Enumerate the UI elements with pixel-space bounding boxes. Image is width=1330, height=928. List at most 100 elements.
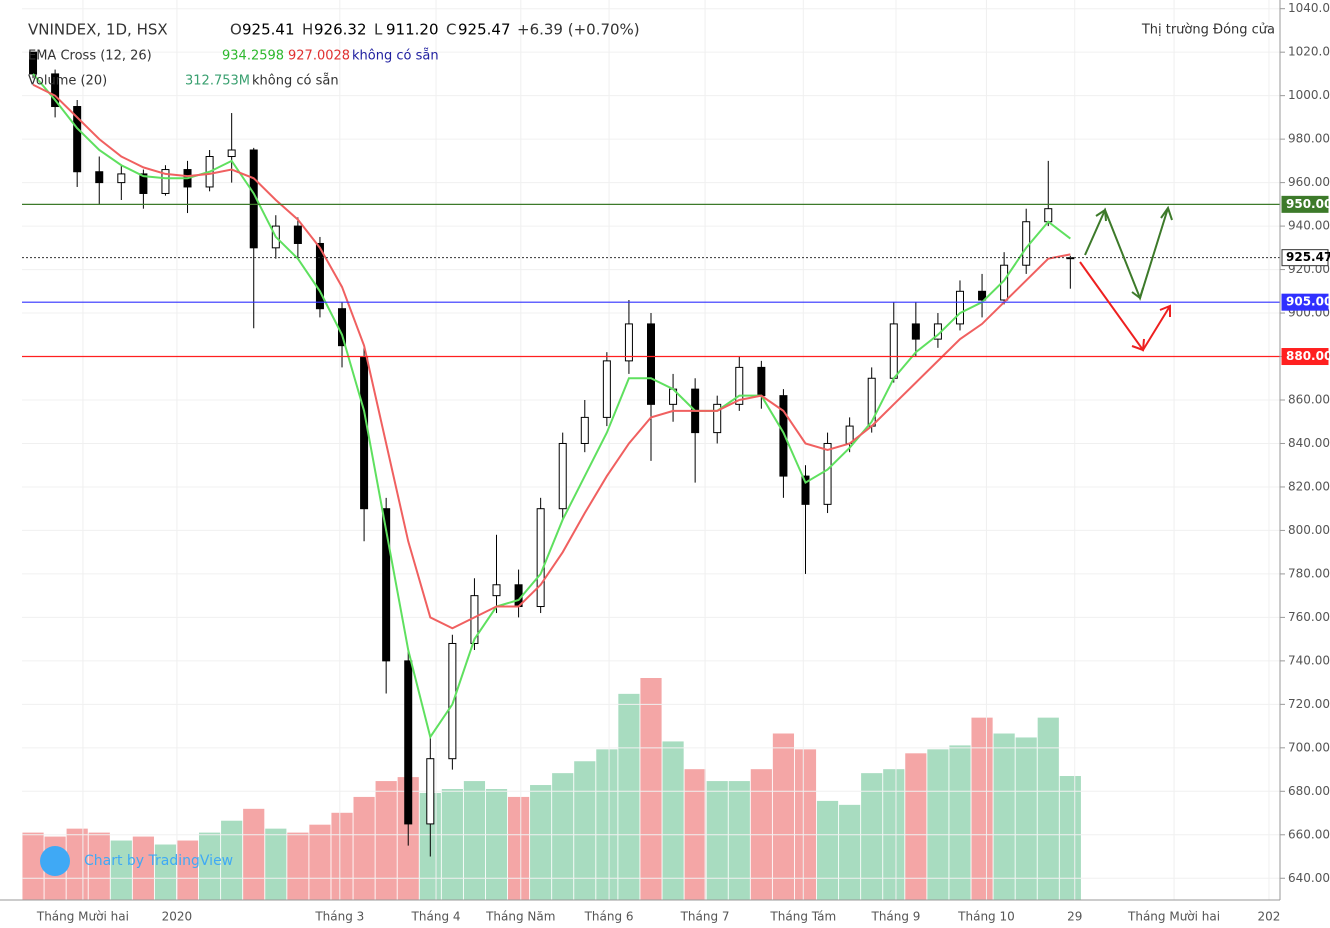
y-tick-label: 940.00 — [1288, 219, 1330, 233]
ema-legend-name[interactable]: EMA Cross (12, 26) — [28, 49, 152, 64]
volume-bar — [596, 749, 618, 900]
ema-fast: 934.2598 — [222, 49, 284, 64]
y-tick-label: 700.00 — [1288, 740, 1330, 754]
x-tick-label: Tháng Mười hai — [36, 910, 129, 924]
arrow-head — [1131, 287, 1144, 300]
candle-body — [889, 323, 898, 379]
y-tick-label: 680.00 — [1288, 784, 1330, 798]
level-badge — [1281, 195, 1329, 213]
volume-bar — [309, 824, 331, 900]
y-tick-label: 1040.00 — [1288, 1, 1330, 15]
x-tick-label: Tháng 9 — [870, 910, 920, 924]
y-tick-label: 780.00 — [1288, 566, 1330, 580]
y-tick-label: 840.00 — [1288, 436, 1330, 450]
projection-arrows — [1079, 205, 1173, 352]
volume-na: không có sẵn — [252, 74, 339, 89]
arrow-head — [1159, 304, 1171, 317]
volume-bar — [110, 840, 132, 900]
candle-body — [161, 169, 170, 194]
volume-bar — [1015, 737, 1037, 900]
candle-body — [911, 323, 920, 340]
y-tick-label: 1000.00 — [1288, 88, 1330, 102]
volume-bar — [485, 789, 508, 900]
x-tick-label: Tháng 3 — [314, 910, 364, 924]
volume-bar — [176, 840, 199, 900]
candle-body — [492, 584, 501, 597]
candle-body — [139, 173, 148, 194]
market-status: Thị trường Đóng cửa — [1141, 23, 1275, 38]
candle-body — [293, 225, 302, 244]
volume-bar — [618, 693, 640, 900]
level-badge — [1281, 348, 1329, 366]
volume-bar — [839, 804, 861, 900]
volume-bar — [1037, 717, 1059, 900]
candle-body — [801, 475, 810, 505]
volume-bar — [265, 828, 287, 900]
grid-layer — [22, 0, 1285, 900]
y-tick-label: 1020.00 — [1288, 45, 1330, 59]
volume-bar — [88, 832, 110, 900]
candle-body — [95, 171, 104, 184]
volume-bar — [552, 773, 574, 900]
ohlc-key: C — [446, 21, 456, 39]
level-label: 950.00 — [1286, 197, 1330, 211]
candle-body — [1044, 208, 1053, 223]
candle-body — [360, 356, 369, 510]
candle-body — [602, 360, 611, 418]
candle-body — [536, 508, 545, 608]
ohlc-header: O 925.41 H 926.32 L 911.20 C 925.47 — [230, 21, 511, 39]
volume-bar — [949, 745, 971, 900]
volume-bar — [154, 844, 177, 900]
volume-legend-name[interactable]: Volume (20) — [28, 74, 107, 89]
ema-slow: 927.0028 — [288, 49, 350, 64]
candle-body — [227, 149, 236, 158]
ohlc-key: H — [302, 21, 313, 39]
arrow-head — [1095, 208, 1107, 222]
change: +6.39 (+0.70%) — [517, 21, 640, 39]
volume-bar — [905, 753, 927, 900]
candle-body — [735, 366, 744, 405]
volume-bar — [927, 749, 949, 900]
y-tick-label: 980.00 — [1288, 132, 1330, 146]
candle-body — [779, 395, 788, 477]
candle-body — [558, 442, 567, 510]
volume-bar — [728, 781, 750, 900]
volume-bar — [243, 808, 265, 900]
volume-layer — [22, 678, 1081, 900]
candle-body — [580, 416, 589, 444]
volume-bar — [463, 781, 486, 900]
candle-body — [955, 290, 964, 325]
volume-bar — [816, 800, 839, 900]
candle-body — [315, 242, 324, 310]
green-arrow — [1084, 207, 1169, 301]
volume-bar — [993, 733, 1015, 900]
y-tick-label: 640.00 — [1288, 871, 1330, 885]
volume-bar — [772, 733, 795, 900]
arrow-head — [1160, 205, 1173, 221]
symbol-title[interactable]: VNINDEX, 1D, HSX — [28, 21, 168, 39]
price-layer — [22, 51, 1280, 857]
candle-body — [382, 508, 391, 662]
y-tick-label: 740.00 — [1288, 653, 1330, 667]
ohlc-key: O — [230, 21, 242, 39]
ema-line — [32, 73, 1071, 740]
x-tick-label: Tháng 4 — [411, 910, 461, 924]
candle-body — [448, 642, 457, 760]
ema-line — [32, 83, 1071, 630]
x-tick-label: Tháng Năm — [485, 910, 555, 924]
candle-body — [823, 442, 832, 505]
volume-bar — [794, 749, 817, 900]
watermark[interactable]: Chart by TradingView — [84, 853, 233, 869]
x-tick-label: Tháng 10 — [957, 910, 1015, 924]
ohlc-key: L — [374, 21, 383, 39]
x-tick-label: Tháng Tám — [769, 910, 836, 924]
tv-logo[interactable] — [40, 846, 70, 876]
x-tick-label: 202 — [1258, 910, 1281, 924]
volume-bar — [662, 741, 684, 900]
volume-value: 312.753M — [185, 74, 250, 89]
ema-na: không có sẵn — [352, 49, 439, 64]
volume-bar — [530, 785, 552, 900]
level-label: 925.47 — [1286, 250, 1330, 264]
volume-bar — [640, 678, 662, 900]
